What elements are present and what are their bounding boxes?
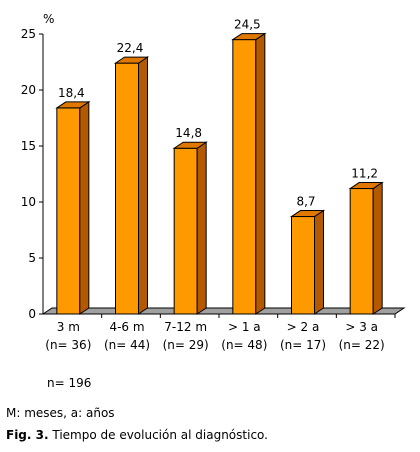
data-label: 11,2 bbox=[351, 167, 378, 181]
x-tick-sublabel: (n= 29) bbox=[163, 338, 209, 352]
chart-bars bbox=[55, 32, 384, 315]
y-tick-label: 25 bbox=[21, 27, 36, 41]
bar bbox=[349, 188, 374, 315]
bar-chart: 0 5 10 15 20 25 18,4 3 m (n= 36) 22,4 4-6 m (n= 44… bbox=[21, 12, 406, 352]
bar-side bbox=[314, 209, 324, 315]
abbreviation-note: M: meses, a: años bbox=[6, 406, 115, 420]
bar-top bbox=[172, 141, 208, 149]
x-tick-label: 7-12 m bbox=[164, 320, 207, 334]
x-tick-sublabel: (n= 22) bbox=[339, 338, 385, 352]
bar-top bbox=[348, 182, 384, 190]
data-label: 24,5 bbox=[234, 18, 261, 32]
bar bbox=[56, 107, 81, 315]
x-tick-sublabel: (n= 17) bbox=[280, 338, 326, 352]
bar-top bbox=[289, 210, 326, 218]
chart-labels: 18,4 3 m (n= 36) 22,4 4-6 m (n= 44) 14,8 7-12 m… bbox=[45, 18, 384, 352]
x-tick-sublabel: (n= 36) bbox=[45, 338, 91, 352]
bar-side bbox=[255, 32, 266, 315]
x-tick-sublabel: (n= 44) bbox=[104, 338, 150, 352]
figure-caption-label: Fig. 3. bbox=[6, 428, 49, 442]
chart-axes: 0 5 10 15 20 25 bbox=[21, 27, 396, 321]
bar-top bbox=[55, 101, 91, 109]
y-tick-label: 0 bbox=[28, 307, 36, 321]
x-tick-label: 4-6 m bbox=[109, 320, 144, 334]
bar bbox=[291, 216, 315, 315]
x-tick-label: > 3 a bbox=[345, 320, 378, 334]
x-tick-label: > 2 a bbox=[287, 320, 320, 334]
figure-caption: Fig. 3. Tiempo de evolución al diagnósti… bbox=[6, 428, 268, 442]
bar-top bbox=[231, 33, 267, 41]
y-tick-label: 15 bbox=[21, 139, 36, 153]
bar bbox=[173, 147, 198, 315]
x-tick-label: 3 m bbox=[57, 320, 80, 334]
bar-top bbox=[113, 56, 150, 64]
y-tick-label: 20 bbox=[21, 83, 36, 97]
x-tick-label: > 1 a bbox=[228, 320, 261, 334]
y-axis-label: % bbox=[43, 12, 54, 26]
y-tick-label: 10 bbox=[21, 195, 36, 209]
bar-side bbox=[138, 56, 148, 315]
bar bbox=[232, 39, 257, 315]
y-tick-label: 5 bbox=[28, 251, 36, 265]
bar bbox=[115, 62, 139, 315]
data-label: 22,4 bbox=[117, 41, 144, 55]
figure-caption-text: Tiempo de evolución al diagnóstico. bbox=[48, 428, 268, 442]
sample-size-note: n= 196 bbox=[47, 376, 92, 390]
data-label: 18,4 bbox=[58, 86, 85, 100]
data-label: 14,8 bbox=[175, 126, 202, 140]
bar-side bbox=[196, 141, 207, 315]
bar-side bbox=[372, 181, 383, 315]
data-label: 8,7 bbox=[296, 195, 315, 209]
bar-side bbox=[79, 100, 90, 315]
x-tick-sublabel: (n= 48) bbox=[221, 338, 267, 352]
